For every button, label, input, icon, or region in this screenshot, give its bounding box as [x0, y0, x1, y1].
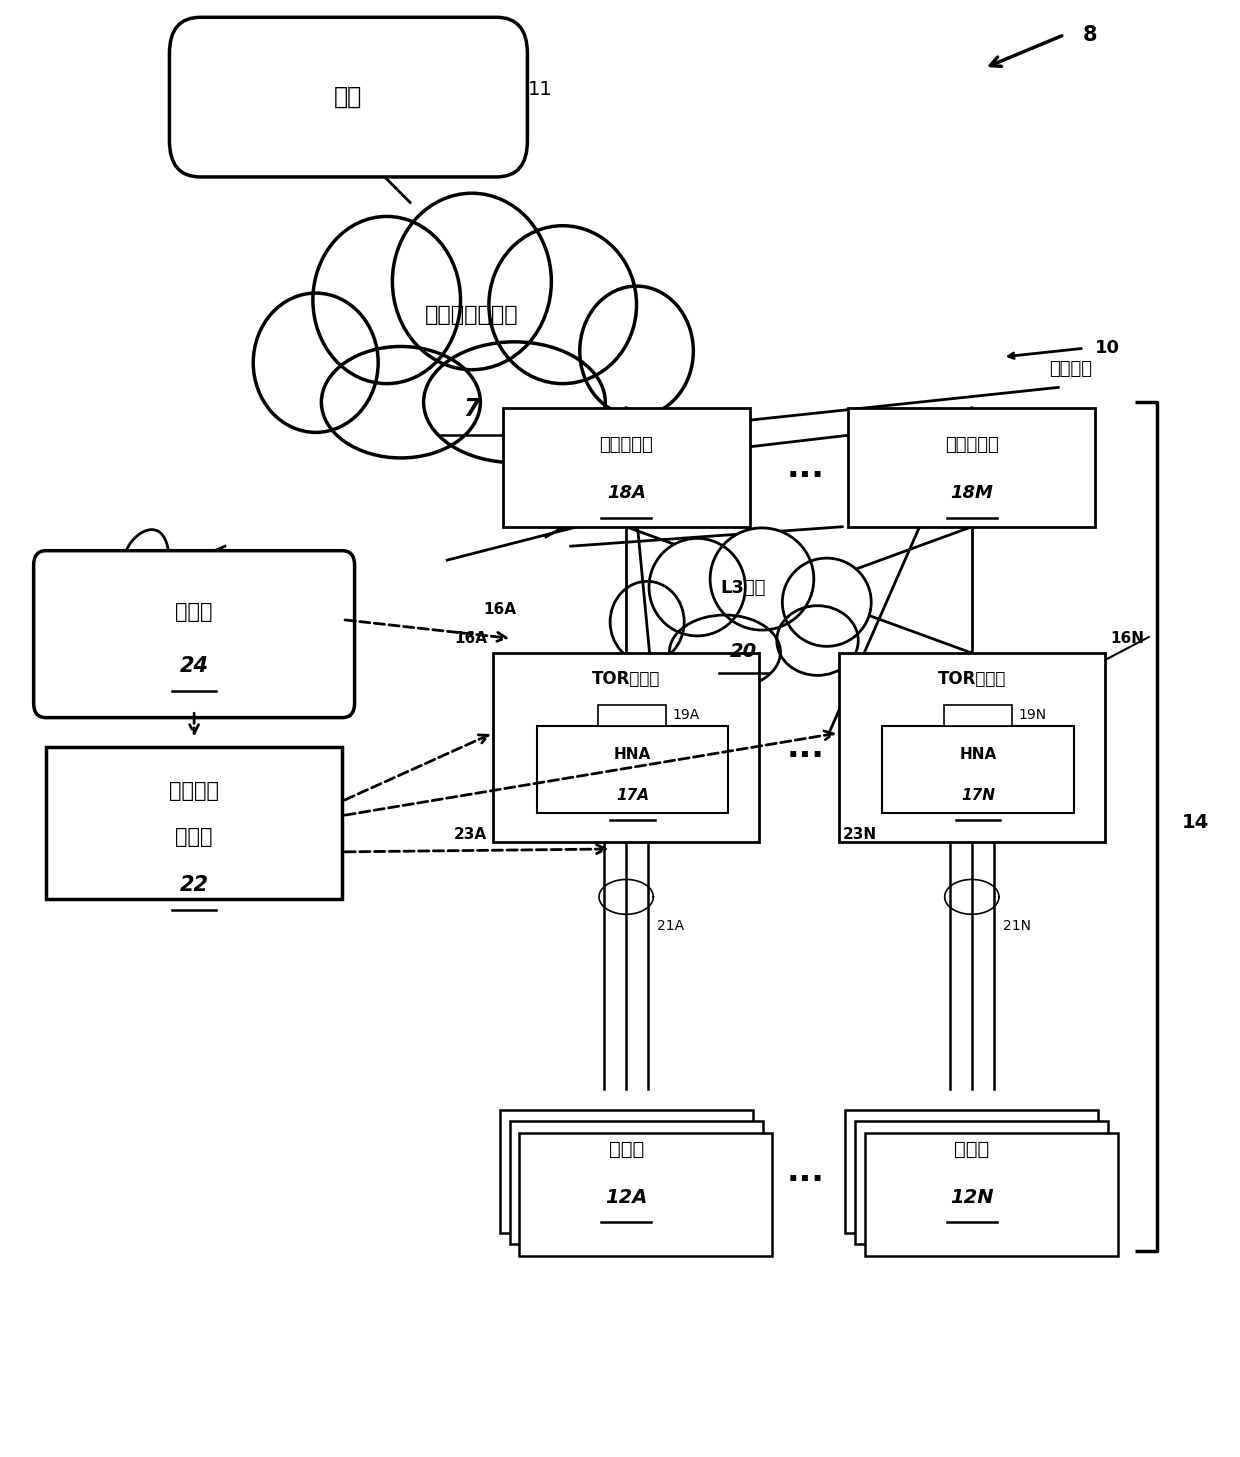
- Ellipse shape: [392, 194, 552, 370]
- Text: 19N: 19N: [1018, 708, 1047, 723]
- Ellipse shape: [649, 538, 745, 635]
- Text: ...: ...: [786, 1155, 825, 1187]
- FancyBboxPatch shape: [883, 726, 1074, 813]
- FancyBboxPatch shape: [848, 408, 1095, 527]
- Ellipse shape: [312, 217, 460, 383]
- Text: TOR交换机: TOR交换机: [591, 670, 661, 688]
- Text: HNA: HNA: [960, 747, 997, 762]
- Text: 16A: 16A: [484, 602, 516, 616]
- Ellipse shape: [580, 286, 693, 417]
- Text: 18A: 18A: [606, 484, 646, 503]
- FancyBboxPatch shape: [856, 1120, 1109, 1244]
- Text: 8: 8: [1083, 25, 1097, 45]
- Text: 21A: 21A: [657, 919, 684, 932]
- Text: 22: 22: [180, 876, 208, 895]
- Text: 16N: 16N: [1111, 631, 1145, 645]
- Ellipse shape: [610, 581, 684, 663]
- Ellipse shape: [424, 342, 605, 462]
- Text: 24: 24: [180, 656, 208, 676]
- Text: 17N: 17N: [961, 788, 994, 803]
- FancyBboxPatch shape: [537, 726, 728, 813]
- FancyBboxPatch shape: [46, 746, 342, 899]
- Text: 12A: 12A: [605, 1187, 647, 1206]
- Ellipse shape: [670, 615, 780, 689]
- Text: 11: 11: [527, 80, 552, 99]
- Text: L3网络: L3网络: [720, 578, 766, 597]
- Text: 21N: 21N: [1003, 919, 1030, 932]
- Ellipse shape: [776, 606, 858, 676]
- Text: 18M: 18M: [950, 484, 993, 503]
- FancyBboxPatch shape: [944, 705, 1012, 726]
- Text: 23N: 23N: [843, 828, 877, 842]
- FancyBboxPatch shape: [846, 1109, 1099, 1233]
- Text: HNA: HNA: [614, 747, 651, 762]
- FancyBboxPatch shape: [502, 408, 750, 527]
- Text: 虚拟网络: 虚拟网络: [169, 781, 219, 801]
- Ellipse shape: [253, 293, 378, 433]
- Text: 架式交换机: 架式交换机: [945, 437, 998, 455]
- Text: ...: ...: [786, 450, 825, 484]
- Text: TOR交换机: TOR交换机: [937, 670, 1006, 688]
- Text: 14: 14: [1182, 813, 1209, 832]
- Ellipse shape: [711, 527, 813, 629]
- FancyBboxPatch shape: [494, 653, 759, 842]
- Text: 服务器: 服务器: [609, 1139, 644, 1158]
- Text: 服务器: 服务器: [955, 1139, 990, 1158]
- FancyBboxPatch shape: [500, 1109, 753, 1233]
- Text: 监管者: 监管者: [175, 602, 213, 622]
- FancyBboxPatch shape: [33, 551, 355, 718]
- Text: 19A: 19A: [672, 708, 699, 723]
- FancyBboxPatch shape: [510, 1120, 763, 1244]
- FancyBboxPatch shape: [839, 653, 1105, 842]
- FancyBboxPatch shape: [170, 17, 527, 176]
- Text: 10: 10: [1095, 339, 1120, 357]
- Text: 架式交换机: 架式交换机: [599, 437, 653, 455]
- Text: 7: 7: [464, 398, 480, 421]
- FancyBboxPatch shape: [866, 1132, 1118, 1256]
- Text: 23A: 23A: [454, 828, 487, 842]
- Ellipse shape: [489, 226, 636, 383]
- Text: 客户: 客户: [335, 85, 362, 109]
- Text: 17A: 17A: [616, 788, 649, 803]
- Text: 16A: 16A: [454, 631, 487, 645]
- Text: 12N: 12N: [950, 1187, 993, 1206]
- Text: 20: 20: [730, 643, 758, 661]
- Text: 服务提供方网络: 服务提供方网络: [425, 305, 518, 325]
- FancyBboxPatch shape: [599, 705, 666, 726]
- Ellipse shape: [321, 347, 480, 457]
- Text: 数据中心: 数据中心: [1049, 360, 1092, 377]
- Ellipse shape: [782, 558, 872, 647]
- FancyBboxPatch shape: [520, 1132, 773, 1256]
- Text: ...: ...: [786, 731, 825, 763]
- Text: 控制器: 控制器: [175, 828, 213, 848]
